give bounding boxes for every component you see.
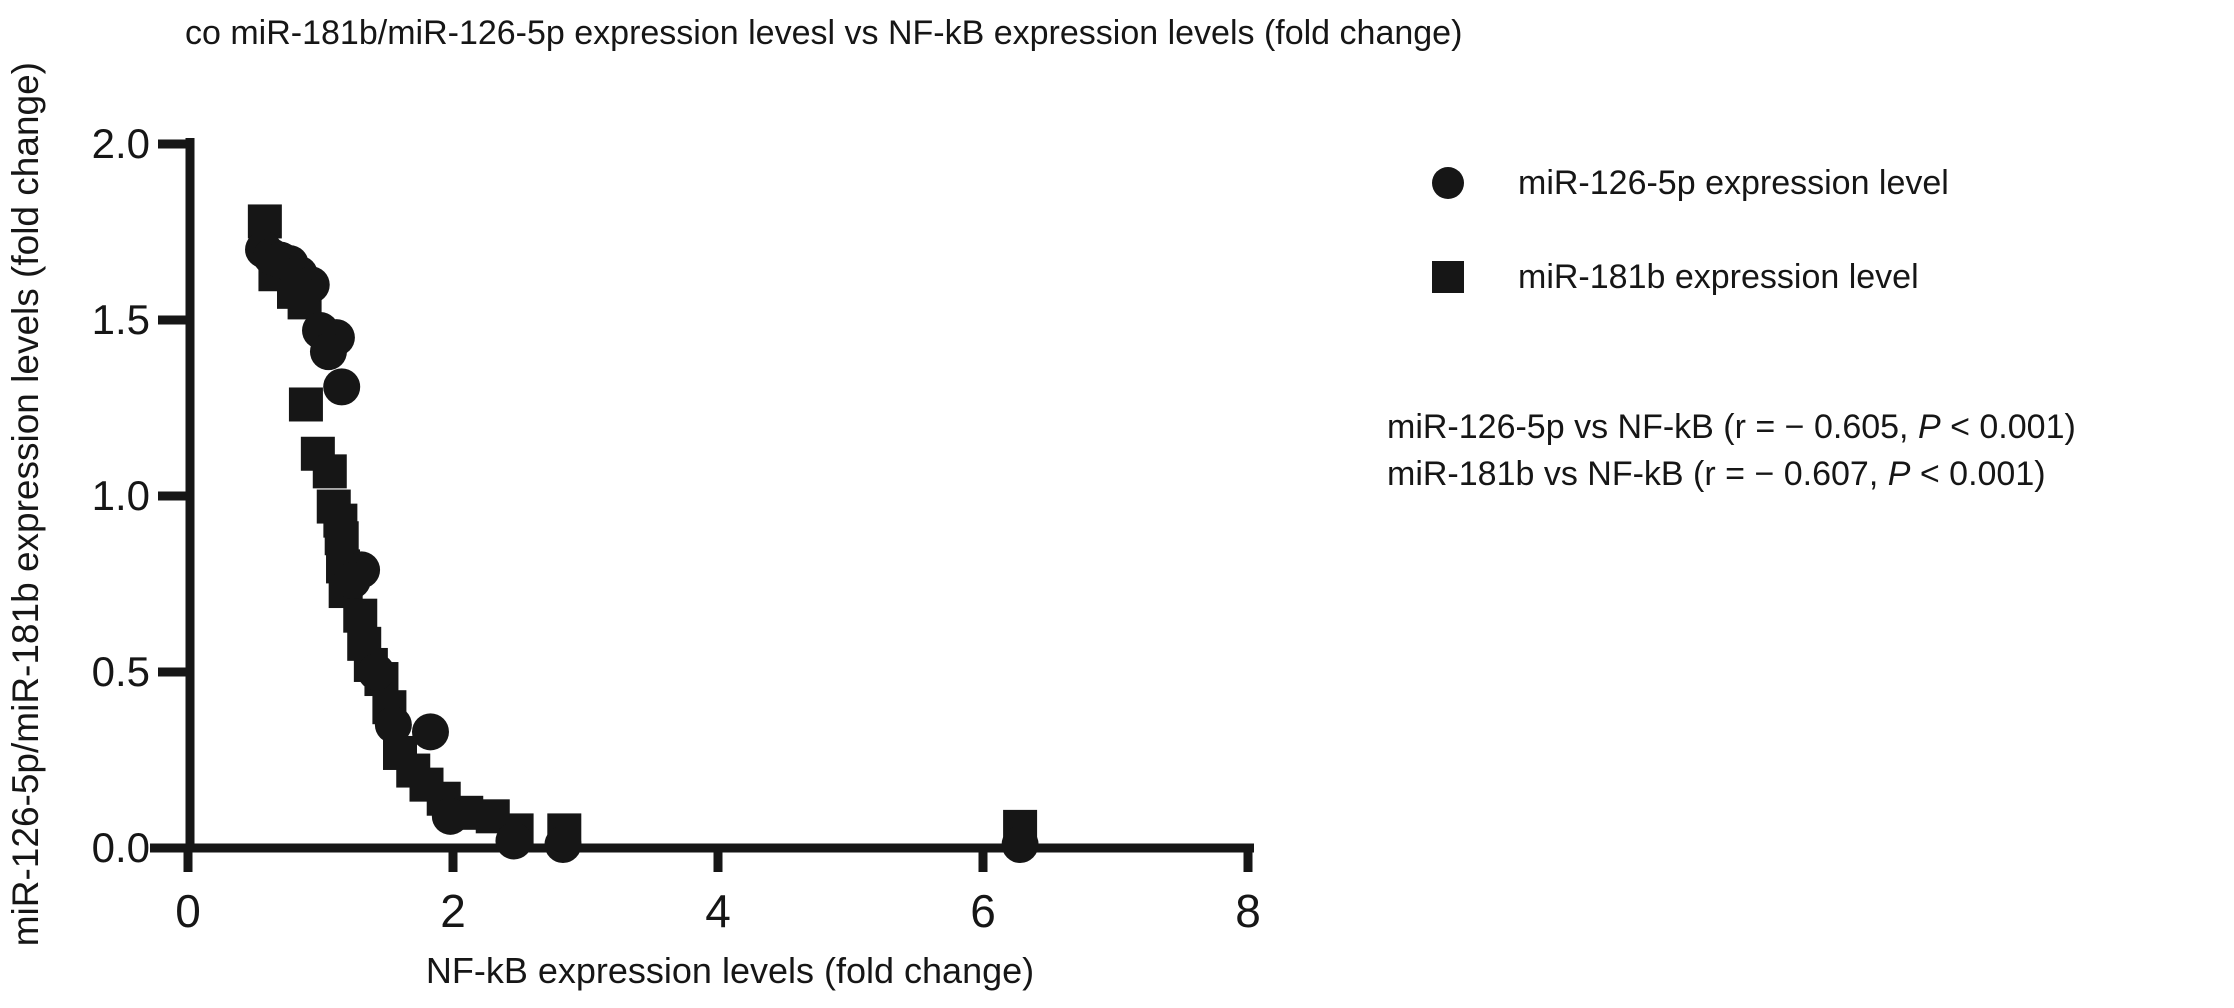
- y-axis-line: [185, 138, 195, 852]
- y-tick-label: 0.5: [92, 648, 150, 695]
- legend-label-mir-181b: miR-181b expression level: [1518, 257, 1919, 296]
- x-tick: [1243, 848, 1253, 872]
- stats-line2-prefix: miR-181b vs NF-kB (r = − 0.607,: [1387, 455, 1888, 493]
- y-tick: [158, 315, 187, 325]
- legend-label-mir-126-5p: miR-126-5p expression level: [1518, 163, 1949, 202]
- data-point-circle: [1001, 825, 1039, 863]
- x-tick: [978, 848, 988, 872]
- y-tick-label: 0.0: [92, 824, 150, 871]
- y-tick-label: 2.0: [92, 120, 150, 167]
- x-tick-label: 8: [1235, 885, 1261, 937]
- circle-marker-icon: [1432, 167, 1464, 199]
- y-tick-label: 1.5: [92, 296, 150, 343]
- legend-item-mir-126-5p: miR-126-5p expression level: [1432, 160, 1949, 206]
- stats-line2-suffix: < 0.001): [1910, 455, 2046, 493]
- chart-title: co miR-181b/miR-126-5p expression levesl…: [185, 14, 1463, 52]
- x-tick: [448, 848, 458, 872]
- data-point-square: [312, 454, 347, 489]
- correlation-stats: miR-126-5p vs NF-kB (r = − 0.605, P < 0.…: [1387, 404, 2076, 498]
- stats-line-mir-126-5p: miR-126-5p vs NF-kB (r = − 0.605, P < 0.…: [1387, 404, 2076, 451]
- data-point-circle: [544, 825, 582, 863]
- data-point-circle: [411, 713, 449, 751]
- x-tick-label: 4: [705, 885, 731, 937]
- y-tick: [158, 139, 187, 149]
- data-point-square: [288, 387, 323, 422]
- y-tick: [158, 491, 187, 501]
- x-tick-label: 6: [970, 885, 996, 937]
- data-point-circle: [357, 653, 395, 691]
- x-axis-title: NF-kB expression levels (fold change): [425, 950, 1035, 991]
- x-axis-line: [150, 843, 1254, 853]
- y-tick-label: 1.0: [92, 472, 150, 519]
- y-tick: [158, 843, 187, 853]
- legend: miR-126-5p expression level miR-181b exp…: [1432, 160, 1949, 300]
- scatter-plot-area: 0.0 0.5 1.0 1.5 2.0 0 2 4 6 8: [92, 120, 1261, 937]
- data-point-circle: [495, 822, 533, 860]
- x-tick: [713, 848, 723, 872]
- stats-line-mir-181b: miR-181b vs NF-kB (r = − 0.607, P < 0.00…: [1387, 451, 2076, 498]
- data-point-circle: [374, 706, 412, 744]
- data-point-circle: [283, 276, 321, 314]
- data-point-circle: [431, 797, 469, 835]
- data-point-circle: [309, 333, 347, 371]
- square-marker-icon: [1432, 261, 1464, 293]
- stats-line1-p: P: [1917, 408, 1941, 446]
- stats-line2-p: P: [1887, 455, 1911, 493]
- stats-line1-prefix: miR-126-5p vs NF-kB (r = − 0.605,: [1387, 408, 1918, 446]
- x-tick-label: 0: [175, 885, 201, 937]
- x-tick-label: 2: [440, 885, 466, 937]
- stats-line1-suffix: < 0.001): [1940, 408, 2076, 446]
- data-point-circle: [323, 368, 361, 406]
- x-tick: [183, 848, 193, 872]
- data-point-circle: [333, 561, 371, 599]
- y-tick: [158, 667, 187, 677]
- legend-item-mir-181b: miR-181b expression level: [1432, 254, 1949, 300]
